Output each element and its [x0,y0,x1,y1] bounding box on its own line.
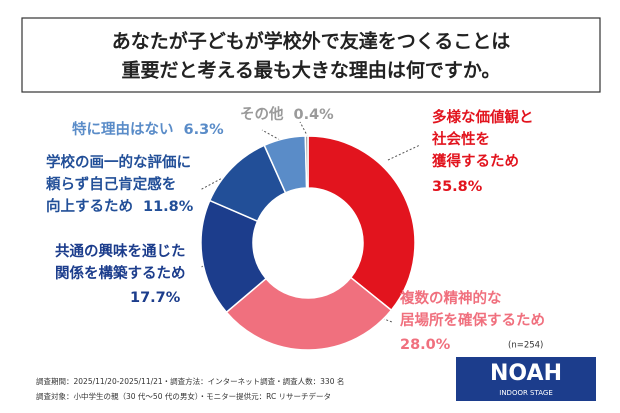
donut-segment [225,276,393,351]
category-label-line: 多様な価値観と [432,108,534,126]
value-label: 17.7% [130,290,181,306]
logo: NOAH [490,361,562,386]
logo-box [456,357,596,401]
category-label-line: 頼らず自己肯定感を [46,175,176,193]
category-label-line: 向上するため [46,197,133,215]
category-label: 共通の興味を通じた [55,242,186,260]
category-label-line: 複数の精神的な [399,289,502,307]
value-label: 35.8% [432,179,483,195]
category-label: 頼らず自己肯定感を [46,175,176,193]
footer: 調査対象：小中学生の親（30 代～50 代の男女）・モニター提供元：RC リサー… [36,391,331,401]
category-label: 獲得するため [432,152,519,170]
chart-title: 重要だと考える最も大きな理由は何ですか。 [121,59,500,82]
category-label-line: 居場所を確保するため [400,311,545,329]
category-label: 特に理由はない 6.3% [72,120,224,138]
category-label-line: 社会性を [431,130,490,148]
category-label: 関係を構築するため [55,264,186,282]
category-label-line: その他 [240,105,284,123]
value-label: 0.4% [294,107,335,123]
category-label: 複数の精神的な [399,289,502,307]
donut-segment [307,135,416,312]
value-label: 6.3% [184,122,225,138]
category-label-line: 獲得するため [432,152,519,170]
logo-sub: INDOOR STAGE [499,389,553,397]
value-label: 11.8% [143,199,194,215]
donut-segment [304,135,309,189]
footer: 調査期間：2025/11/20-2025/11/21・調査方法：インターネット調… [36,376,344,386]
category-label: その他 0.4% [240,105,334,123]
category-label: 居場所を確保するため [400,311,545,329]
category-label-line: 特に理由はない [72,120,174,138]
category-label-line: 関係を構築するため [55,264,186,282]
chart-title: あなたが子どもが学校外で友達をつくることは [112,30,511,53]
sample-note: (n=254) [508,341,543,351]
title-box [21,17,601,93]
value-label: 28.0% [400,337,451,353]
category-label: 学校の画一的な評価に [46,153,191,171]
category-label-line: 学校の画一的な評価に [46,153,191,171]
category-label-line: 共通の興味を通じた [55,242,186,260]
category-label: 向上するため 11.8% [46,197,194,215]
category-label: 多様な価値観と [432,108,534,126]
category-label: 社会性を [431,130,490,148]
